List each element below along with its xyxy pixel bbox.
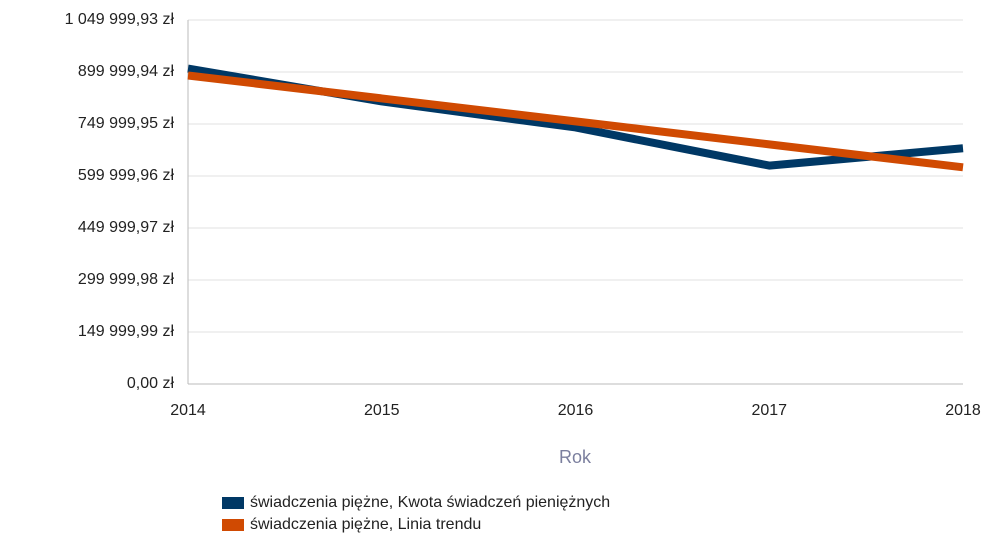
y-tick-label: 299 999,98 zł xyxy=(78,271,175,288)
x-axis-label: Rok xyxy=(559,447,592,467)
x-tick-label: 2015 xyxy=(364,402,400,419)
legend-swatch xyxy=(222,519,244,531)
x-tick-label: 2016 xyxy=(558,402,594,419)
y-tick-label: 449 999,97 zł xyxy=(78,219,175,236)
y-tick-label: 599 999,96 zł xyxy=(78,167,175,184)
y-tick-label: 0,00 zł xyxy=(127,375,175,392)
y-tick-label: 749 999,95 zł xyxy=(78,115,175,132)
series-line xyxy=(187,71,964,172)
x-tick-label: 2014 xyxy=(170,402,206,419)
legend-label: świadczenia piężne, Linia trendu xyxy=(250,516,481,533)
x-tick-label: 2017 xyxy=(751,402,787,419)
y-tick-label: 149 999,99 zł xyxy=(78,323,175,340)
legend-swatch xyxy=(222,497,244,509)
legend-label: świadczenia piężne, Kwota świadczeń pien… xyxy=(250,494,610,511)
y-tick-label: 1 049 999,93 zł xyxy=(65,11,175,28)
x-tick-label: 2018 xyxy=(945,402,981,419)
y-tick-label: 899 999,94 zł xyxy=(78,63,175,80)
